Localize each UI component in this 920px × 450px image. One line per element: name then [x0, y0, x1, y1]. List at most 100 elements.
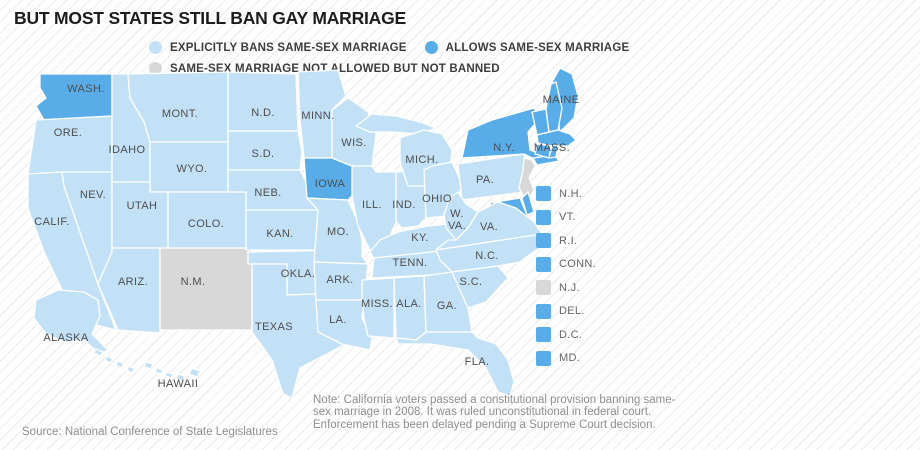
small-state-swatch-icon [536, 233, 551, 248]
state-shape-hi2 [154, 367, 164, 375]
small-states-list: N.H. VT. R.I. CONN. N.J. DEL. D.C. MD. [536, 186, 596, 374]
state-shape-hi3 [164, 371, 174, 379]
map-label-ak: ALASKA [43, 332, 88, 344]
small-state-row: D.C. [536, 327, 596, 342]
state-shape-nj [518, 157, 536, 203]
state-shape-ut [111, 181, 169, 249]
map-label-ny: N.Y. [493, 142, 515, 154]
small-state-label: N.H. [559, 187, 583, 200]
small-state-swatch-icon [536, 256, 551, 272]
map-label-mn: MINN. [301, 110, 334, 122]
legend-item: SAME-SEX MARRIAGE NOT ALLOWED BUT NOT BA… [149, 62, 500, 75]
map-label-ne: NEB. [254, 187, 281, 199]
small-state-row: VT. [536, 209, 596, 225]
state-shape-sd [227, 130, 303, 171]
map-label-nm: N.M. [181, 276, 206, 288]
state-shape-nd [227, 71, 299, 132]
legend-label: SAME-SEX MARRIAGE NOT ALLOWED BUT NOT BA… [170, 62, 500, 75]
map-label-nv: NEV. [80, 189, 106, 201]
state-shape-sc [451, 265, 509, 309]
map-label-sd: S.D. [252, 148, 275, 160]
state-shape-wa [35, 73, 113, 121]
legend-item: ALLOWS SAME-SEX MARRIAGE [424, 41, 630, 54]
map-label-ma: MASS. [534, 142, 570, 154]
small-state-swatch-icon [536, 209, 551, 225]
small-state-label: CONN. [559, 258, 596, 270]
state-shape-mo [306, 197, 369, 265]
map-label-id: IDAHO [109, 144, 146, 156]
map-label-al: ALA. [396, 298, 421, 310]
small-state-swatch-icon [536, 186, 551, 201]
map-label-fl: FLA. [465, 356, 490, 368]
state-shape-hi5 [188, 367, 201, 378]
map-label-pa: PA. [476, 174, 494, 186]
small-state-row: DEL. [536, 303, 596, 319]
legend-label: EXPLICITLY BANS SAME-SEX MARRIAGE [170, 41, 407, 54]
small-state-swatch-icon [536, 280, 551, 295]
small-state-row: N.H. [536, 186, 596, 201]
state-shape-hi1 [143, 361, 154, 370]
state-shape-ak [33, 289, 109, 355]
legend-swatch-ban-icon [149, 41, 162, 54]
state-shape-ma [536, 129, 577, 147]
map-label-hi: HAWAII [158, 378, 199, 390]
map-label-ky: KY. [411, 232, 429, 244]
small-state-label: VT. [559, 211, 576, 223]
map-label-ar: ARK. [326, 274, 353, 286]
small-state-label: R.I. [559, 234, 578, 247]
map-label-nc: N.C. [475, 250, 499, 262]
map-label-ms: MISS. [361, 298, 393, 310]
map-label-in: IND. [392, 199, 416, 211]
small-state-label: N.J. [559, 281, 580, 294]
map-label-ga: GA. [437, 300, 457, 312]
state-shape-ak4 [126, 365, 136, 374]
small-state-row: MD. [536, 350, 596, 366]
map-label-il: ILL. [362, 199, 382, 211]
map-label-tn: TENN. [393, 257, 428, 269]
legend-row-2: SAME-SEX MARRIAGE NOT ALLOWED BUT NOT BA… [149, 62, 500, 75]
small-state-label: D.C. [559, 328, 583, 341]
state-shape-fl [395, 331, 515, 397]
small-state-label: MD. [559, 352, 581, 364]
map-label-or: ORE. [54, 127, 83, 139]
map-label-oh: OHIO [422, 193, 452, 205]
state-shape-ri [548, 144, 559, 159]
map-label-ia: IOWA [315, 178, 346, 190]
map-label-ks: KAN. [266, 228, 293, 240]
map-label-wa: WASH. [67, 83, 105, 95]
map-label-ut: UTAH [127, 200, 158, 212]
small-state-row: R.I. [536, 233, 596, 248]
small-state-row: N.J. [536, 280, 596, 295]
map-label-mo: MO. [327, 226, 349, 238]
map-label-co: COLO. [188, 218, 224, 230]
map-label-mt: MONT. [162, 108, 198, 120]
map-label-va: VA. [480, 221, 498, 233]
source-credit: Source: National Conference of State Leg… [22, 426, 278, 438]
page-title: BUT MOST STATES STILL BAN GAY MARRIAGE [14, 8, 407, 28]
state-shape-or [27, 115, 113, 175]
small-state-row: CONN. [536, 256, 596, 272]
legend-item: EXPLICITLY BANS SAME-SEX MARRIAGE [149, 41, 407, 54]
map-label-la: LA. [329, 314, 347, 326]
map-label-wy: WYO. [177, 163, 208, 175]
state-shape-ak1 [93, 348, 104, 357]
map-label-tx: TEXAS [255, 321, 293, 333]
map-label-wv: W. VA. [448, 208, 466, 232]
state-shape-hi4 [175, 373, 186, 382]
small-state-label: DEL. [559, 305, 585, 317]
small-state-swatch-icon [536, 350, 551, 366]
map-label-me: MAINE [543, 94, 580, 106]
state-shape-ak3 [115, 360, 125, 369]
map-label-wi: WIS. [341, 137, 366, 149]
footnote: Note: California voters passed a constit… [313, 394, 676, 431]
map-label-mi: MICH. [405, 154, 438, 166]
legend-row-1: EXPLICITLY BANS SAME-SEX MARRIAGE ALLOWS … [149, 41, 629, 54]
small-state-swatch-icon [536, 327, 551, 342]
small-state-swatch-icon [536, 303, 551, 319]
state-shape-wi [331, 97, 377, 167]
state-shape-up [355, 113, 437, 135]
map-label-ca: CALIF. [34, 216, 69, 228]
map-label-az: ARIZ. [118, 276, 148, 288]
